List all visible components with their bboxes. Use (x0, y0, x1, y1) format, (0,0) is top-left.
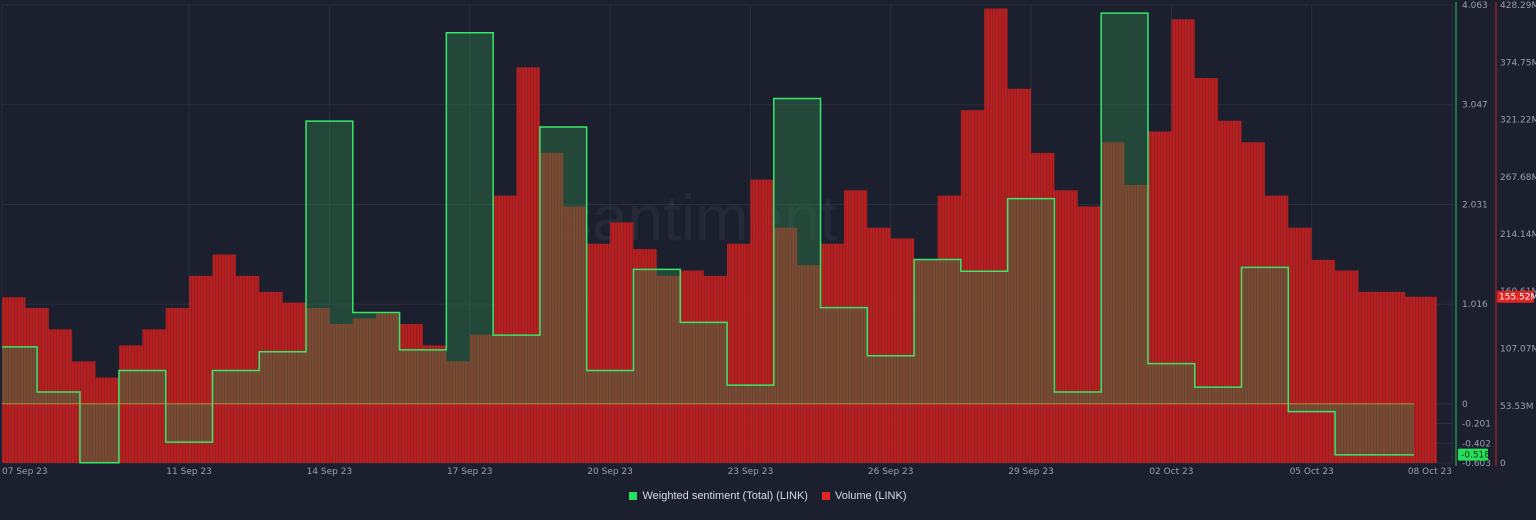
sentiment-tick-6: -0.402 (1462, 439, 1491, 449)
volume-tick-8: 0 (1500, 459, 1506, 469)
sentiment-tick-3: 1.016 (1462, 300, 1488, 310)
x-tick-4: 20 Sep 23 (587, 467, 633, 477)
sentiment-series (2, 12, 1414, 464)
chart-svg: santiment 4.0633.0472.0311.0160-0.201-0.… (1, 1, 1536, 477)
x-tick-0: 07 Sep 23 (2, 467, 48, 477)
x-tick-1: 11 Sep 23 (166, 467, 212, 477)
legend-item-sentiment[interactable]: Weighted sentiment (Total) (LINK) (629, 490, 808, 502)
sentiment-last-value: -0.518 (1461, 451, 1490, 461)
sentiment-tick-4: 0 (1462, 400, 1468, 410)
x-tick-7: 29 Sep 23 (1008, 467, 1054, 477)
x-tick-5: 23 Sep 23 (728, 467, 774, 477)
sentiment-area (2, 13, 1414, 463)
volume-hatch (2, 8, 1437, 464)
legend: Weighted sentiment (Total) (LINK) Volume… (0, 490, 1536, 502)
axes: 4.063 3.047 2.031 1.016 0 -0.201 -0.402 -0.603 4… (2, 1, 1536, 477)
sentiment-tick-2: 2.031 (1462, 200, 1488, 210)
x-tick-3: 17 Sep 23 (447, 467, 493, 477)
volume-tick-2: 321.22M (1500, 115, 1536, 125)
sentiment-line (2, 12, 1414, 464)
x-tick-10: 08 Oct 23 (1408, 467, 1452, 477)
sentiment-tick-1: 3.047 (1462, 101, 1488, 111)
sentiment-tick-5: -0.201 (1462, 420, 1491, 430)
x-tick-2: 14 Sep 23 (307, 467, 353, 477)
legend-label-volume: Volume (LINK) (834, 490, 907, 502)
x-tick-6: 26 Sep 23 (868, 467, 914, 477)
legend-swatch-volume (821, 492, 830, 500)
sentiment-tick-7: -0.603 (1462, 459, 1491, 469)
volume-tick-7: 53.53M (1500, 402, 1534, 412)
legend-item-volume[interactable]: Volume (LINK) (821, 490, 907, 502)
volume-last-value: 155.52M (1499, 293, 1536, 303)
legend-swatch-sentiment (629, 492, 638, 500)
volume-tick-6: 107.07M (1500, 345, 1536, 355)
sentiment-last-badge (1458, 448, 1488, 461)
volume-tick-1: 374.75M (1500, 58, 1536, 68)
sentiment-tick-0: 4.063 (1462, 1, 1488, 11)
x-tick-9: 05 Oct 23 (1290, 467, 1334, 477)
volume-tick-0: 428.29M (1500, 1, 1536, 11)
x-tick-8: 02 Oct 23 (1149, 467, 1193, 477)
volume-tick-3: 267.68M (1500, 173, 1536, 183)
volume-tick-4: 214.14M (1500, 230, 1536, 240)
volume-last-badge (1497, 290, 1534, 303)
legend-label-sentiment: Weighted sentiment (Total) (LINK) (642, 490, 808, 502)
volume-series (2, 8, 1437, 464)
